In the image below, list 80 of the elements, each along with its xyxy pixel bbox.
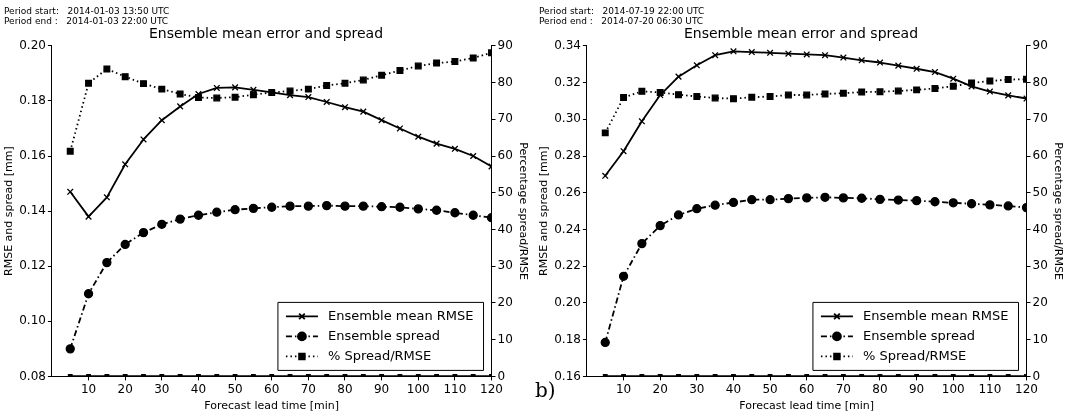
y-tick-label: 0.16 <box>19 148 46 163</box>
y-tick-label: 0.24 <box>554 221 581 236</box>
y-tick-label: 0.10 <box>19 313 46 328</box>
legend-label: % Spread/RMSE <box>862 347 967 363</box>
x-tick-label: 80 <box>337 381 353 396</box>
legend-label: Ensemble mean RMSE <box>327 307 474 323</box>
x-tick-label: 70 <box>835 381 851 396</box>
x-tick-label: 110 <box>443 381 467 396</box>
y2-tick-label: 90 <box>497 37 513 52</box>
text: Period start: 2014-01-03 13:50 UTC <box>4 6 170 16</box>
x-tick-label: 110 <box>978 381 1002 396</box>
x-tick-label: 120 <box>1015 381 1038 396</box>
legend-label: Ensemble mean RMSE <box>862 307 1009 323</box>
y-axis-title: RMSE and spread [mm] <box>537 146 551 276</box>
y2-tick-label: 40 <box>497 221 513 236</box>
legend-label: Ensemble spread <box>327 327 441 343</box>
y-tick-label: 0.12 <box>19 258 46 273</box>
x-axis-title: Forecast lead time [min] <box>739 399 875 413</box>
legend-label: Ensemble spread <box>862 327 976 343</box>
x-tick-label: 50 <box>227 381 243 396</box>
x-tick-label: 40 <box>725 381 742 396</box>
y-tick-label: 0.32 <box>554 74 581 89</box>
y2-tick-label: 0 <box>497 368 506 383</box>
x-tick-label: 60 <box>264 381 280 396</box>
text: Period start: 2014-07-19 22:00 UTC <box>539 6 705 16</box>
y-tick-label: 0.26 <box>554 184 581 199</box>
y2-tick-label: 50 <box>1032 184 1048 199</box>
chart-title: Ensemble mean error and spread <box>683 25 919 42</box>
x-tick-label: 30 <box>689 381 705 396</box>
y2-tick-label: 70 <box>1032 111 1048 126</box>
chart-title: Ensemble mean error and spread <box>148 25 384 42</box>
y2-tick-label: 80 <box>1032 74 1048 89</box>
y-tick-label: 0.22 <box>554 258 581 273</box>
y-tick-label: 0.20 <box>19 37 46 52</box>
text: b) <box>535 378 556 402</box>
x-tick-label: 20 <box>652 381 668 396</box>
x-tick-label: 70 <box>300 381 316 396</box>
x-tick-label: 30 <box>154 381 170 396</box>
y2-tick-label: 10 <box>497 331 513 346</box>
x-tick-label: 120 <box>480 381 503 396</box>
legend-label: % Spread/RMSE <box>327 347 432 363</box>
y-tick-label: 0.08 <box>19 368 46 383</box>
y2-tick-label: 60 <box>497 148 513 163</box>
y2-tick-label: 80 <box>497 74 513 89</box>
y2-tick-label: 20 <box>1032 295 1048 310</box>
y2-tick-label: 40 <box>1032 221 1048 236</box>
x-tick-label: 50 <box>762 381 778 396</box>
y2-tick-label: 60 <box>1032 148 1048 163</box>
y-axis-title: RMSE and spread [mm] <box>2 146 16 276</box>
y-tick-label: 0.18 <box>554 331 581 346</box>
x-axis-title: Forecast lead time [min] <box>204 399 340 413</box>
y2-tick-label: 0 <box>1032 368 1041 383</box>
y2-tick-label: 90 <box>1032 37 1048 52</box>
text: Period end : 2014-01-03 22:00 UTC <box>4 16 169 26</box>
y2-tick-label: 20 <box>497 295 513 310</box>
y-tick-label: 0.34 <box>554 37 581 52</box>
y2-tick-label: 30 <box>1032 258 1048 273</box>
x-tick-label: 100 <box>941 381 965 396</box>
text: Period end : 2014-07-20 06:30 UTC <box>539 16 704 26</box>
y-tick-label: 0.14 <box>19 203 46 218</box>
x-tick-label: 20 <box>117 381 133 396</box>
y2-tick-label: 70 <box>497 111 513 126</box>
x-tick-label: 80 <box>872 381 888 396</box>
y2-axis-title: Percentage spread/RMSE <box>1051 142 1065 280</box>
x-tick-label: 40 <box>190 381 207 396</box>
y2-tick-label: 30 <box>497 258 513 273</box>
x-tick-label: 10 <box>80 381 97 396</box>
y-tick-label: 0.18 <box>19 93 46 108</box>
x-tick-label: 90 <box>908 381 925 396</box>
x-tick-label: 90 <box>373 381 390 396</box>
x-tick-label: 60 <box>799 381 815 396</box>
x-tick-label: 100 <box>406 381 430 396</box>
y-tick-label: 0.28 <box>554 148 581 163</box>
x-tick-label: 10 <box>615 381 632 396</box>
y-tick-label: 0.16 <box>554 368 581 383</box>
y2-tick-label: 10 <box>1032 331 1048 346</box>
y-tick-label: 0.30 <box>554 111 581 126</box>
y2-axis-title: Percentage spread/RMSE <box>516 142 530 280</box>
y2-tick-label: 50 <box>497 184 513 199</box>
y-tick-label: 0.20 <box>554 295 581 310</box>
